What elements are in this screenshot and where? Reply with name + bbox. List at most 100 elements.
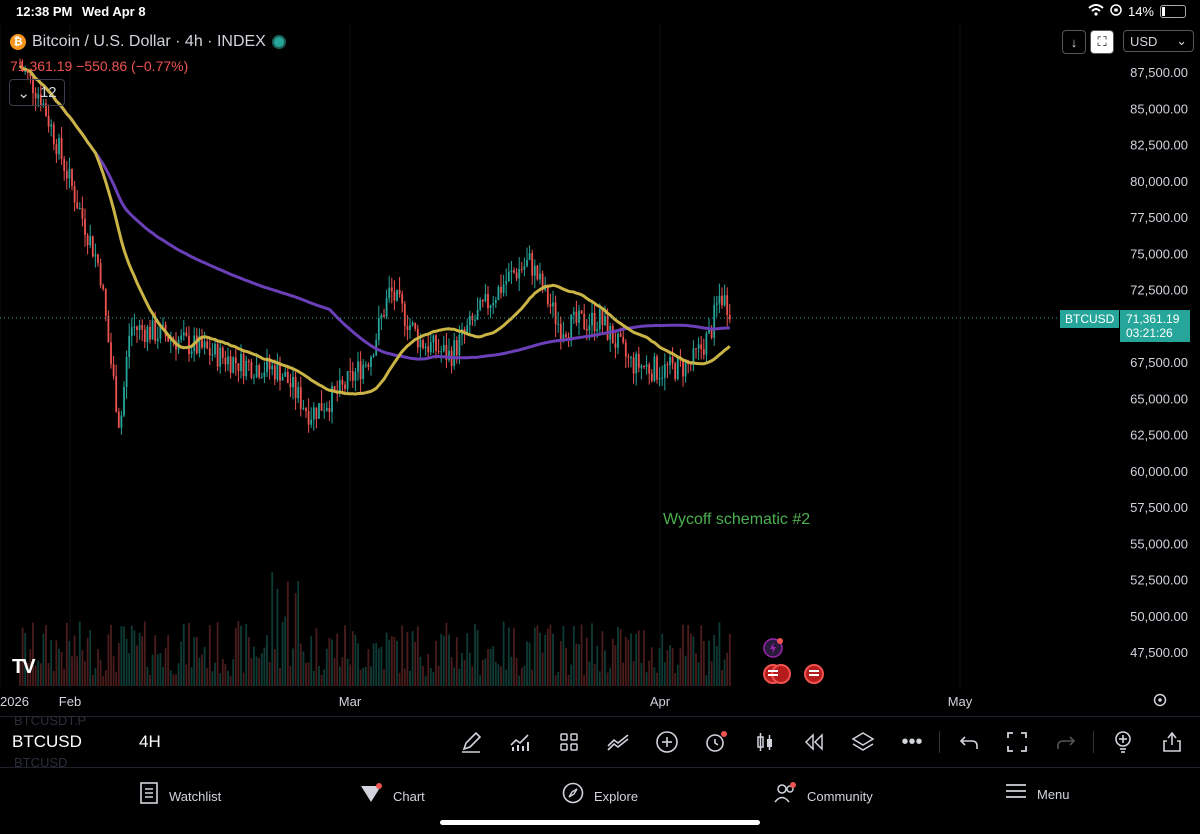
volume-bar: [234, 627, 237, 686]
candle-body: [494, 300, 497, 304]
candle-body: [143, 329, 146, 343]
volume-bar: [250, 658, 253, 686]
timeframe-button[interactable]: 4H: [139, 732, 161, 751]
candle-body: [302, 408, 305, 410]
volume-bar: [60, 651, 63, 686]
volume-bar: [715, 646, 718, 686]
candle-body: [557, 323, 560, 325]
candle-body: [645, 364, 648, 367]
volume-bar: [331, 639, 333, 686]
volume-bar: [182, 623, 185, 686]
candle-body: [71, 168, 73, 187]
symbol-legend[interactable]: ₿ Bitcoin / U.S. Dollar · 4h · INDEX: [10, 33, 286, 51]
candle-body: [393, 291, 396, 301]
share-icon[interactable]: [1158, 728, 1186, 756]
price-chart[interactable]: 87,500.00 85,000.00 82,500.00 80,000.00 77,5…: [0, 24, 1200, 716]
candle-body: [539, 273, 541, 280]
price-axis-label: 77,500.00: [1130, 210, 1188, 225]
candle-body: [435, 335, 437, 352]
nav-menu[interactable]: Menu: [1005, 782, 1070, 806]
volume-bar: [172, 674, 175, 686]
candle-body: [658, 378, 661, 380]
candle-body: [466, 325, 469, 333]
drawing-tool-pencil-icon[interactable]: [457, 728, 485, 756]
redo-icon[interactable]: [1052, 728, 1080, 756]
volume-bar: [567, 674, 570, 686]
fullscreen-icon[interactable]: [1003, 728, 1031, 756]
candle-body: [133, 326, 136, 328]
indicators-icon[interactable]: [506, 728, 534, 756]
volume-bar: [697, 662, 700, 686]
ghost-symbol-1: BTCUSDT.P: [14, 713, 87, 728]
nav-watchlist[interactable]: Watchlist: [139, 782, 221, 810]
compare-icon[interactable]: [604, 728, 632, 756]
volume-bar: [702, 640, 705, 686]
volume-bar: [42, 633, 45, 686]
currency-select[interactable]: USD ⌄: [1123, 30, 1194, 52]
candle-body: [112, 364, 115, 377]
layout-grid-icon[interactable]: [555, 728, 583, 756]
volume-bar: [341, 657, 344, 686]
auto-scale-button[interactable]: ⛶: [1090, 30, 1114, 54]
candle-body: [34, 93, 37, 99]
candle-body: [572, 311, 575, 315]
settings-icon[interactable]: [1152, 692, 1168, 713]
candle-body: [481, 299, 484, 302]
candle-body: [650, 373, 653, 381]
volume-bar: [242, 672, 245, 686]
candle-body: [643, 365, 645, 367]
candle-body: [474, 319, 476, 321]
alert-clock-icon[interactable]: [702, 728, 730, 756]
candle-body: [323, 410, 326, 412]
volume-bar: [427, 653, 430, 686]
download-button[interactable]: ↓: [1062, 30, 1086, 54]
volume-bar: [125, 638, 128, 686]
nav-explore[interactable]: Explore: [562, 782, 638, 810]
undo-icon[interactable]: [955, 728, 983, 756]
candle-body: [689, 364, 692, 366]
candle-body: [575, 311, 578, 323]
volume-bar: [307, 662, 310, 686]
volume-bar: [721, 669, 723, 686]
nav-community[interactable]: Community: [773, 782, 873, 810]
volume-bar: [185, 664, 188, 686]
layers-icon[interactable]: [849, 728, 877, 756]
volume-bar: [362, 667, 365, 686]
tradingview-logo[interactable]: TV: [12, 656, 36, 678]
volume-bar: [94, 667, 97, 686]
candle-style-icon[interactable]: [751, 728, 779, 756]
candle-body: [661, 377, 664, 379]
us-economic-events-icon[interactable]: [762, 663, 830, 690]
volume-bar: [380, 646, 383, 686]
candle-body: [294, 376, 297, 399]
candle-body: [149, 326, 151, 340]
chart-annotation[interactable]: Wycoff schematic #2: [663, 511, 811, 528]
candle-body: [614, 343, 617, 348]
candle-body: [65, 171, 68, 179]
symbol-button[interactable]: BTCUSD: [12, 732, 82, 751]
price-axis-label: 82,500.00: [1130, 138, 1188, 153]
volume-bar: [604, 650, 606, 686]
chart-area[interactable]: 87,500.00 85,000.00 82,500.00 80,000.00 77,5…: [0, 24, 1200, 716]
candle-body: [60, 137, 63, 159]
add-plus-icon[interactable]: [653, 728, 681, 756]
volume-bar: [687, 625, 690, 686]
volume-bar: [728, 633, 731, 686]
candle-body: [726, 295, 729, 315]
candle-body: [180, 335, 183, 340]
volume-bar: [396, 640, 398, 686]
volume-bar: [286, 581, 289, 686]
candle-body: [549, 304, 552, 307]
candle-body: [507, 271, 510, 282]
candle-body: [479, 299, 482, 310]
volume-bar: [440, 634, 443, 686]
nav-chart[interactable]: Chart: [359, 782, 425, 810]
chevron-down-icon: ⌄: [1176, 33, 1187, 48]
indicators-toggle-button[interactable]: ⌄ 12: [9, 79, 65, 106]
more-icon[interactable]: •••: [901, 730, 923, 753]
replay-icon[interactable]: [800, 728, 828, 756]
candle-body: [624, 342, 627, 357]
volume-bar: [424, 675, 427, 686]
events-icon[interactable]: [762, 636, 786, 665]
ideas-lightbulb-icon[interactable]: [1109, 728, 1137, 756]
